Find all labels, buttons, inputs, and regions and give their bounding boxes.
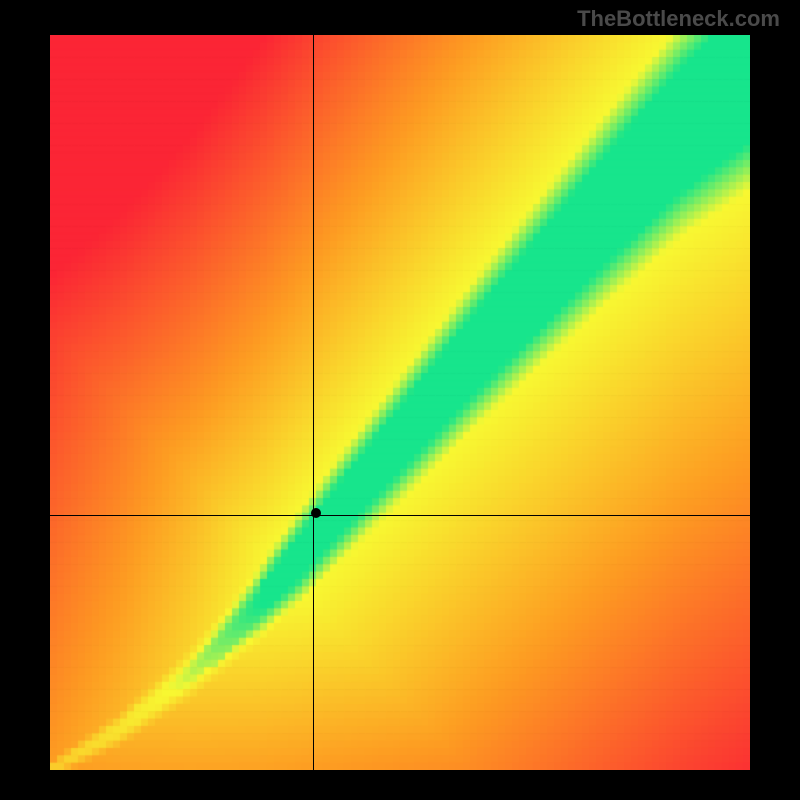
crosshair-horizontal [50, 515, 750, 516]
chart-container: TheBottleneck.com [0, 0, 800, 800]
operating-point-marker [311, 508, 321, 518]
crosshair-vertical [313, 35, 314, 770]
bottleneck-heatmap [50, 35, 750, 770]
watermark-text: TheBottleneck.com [577, 6, 780, 32]
